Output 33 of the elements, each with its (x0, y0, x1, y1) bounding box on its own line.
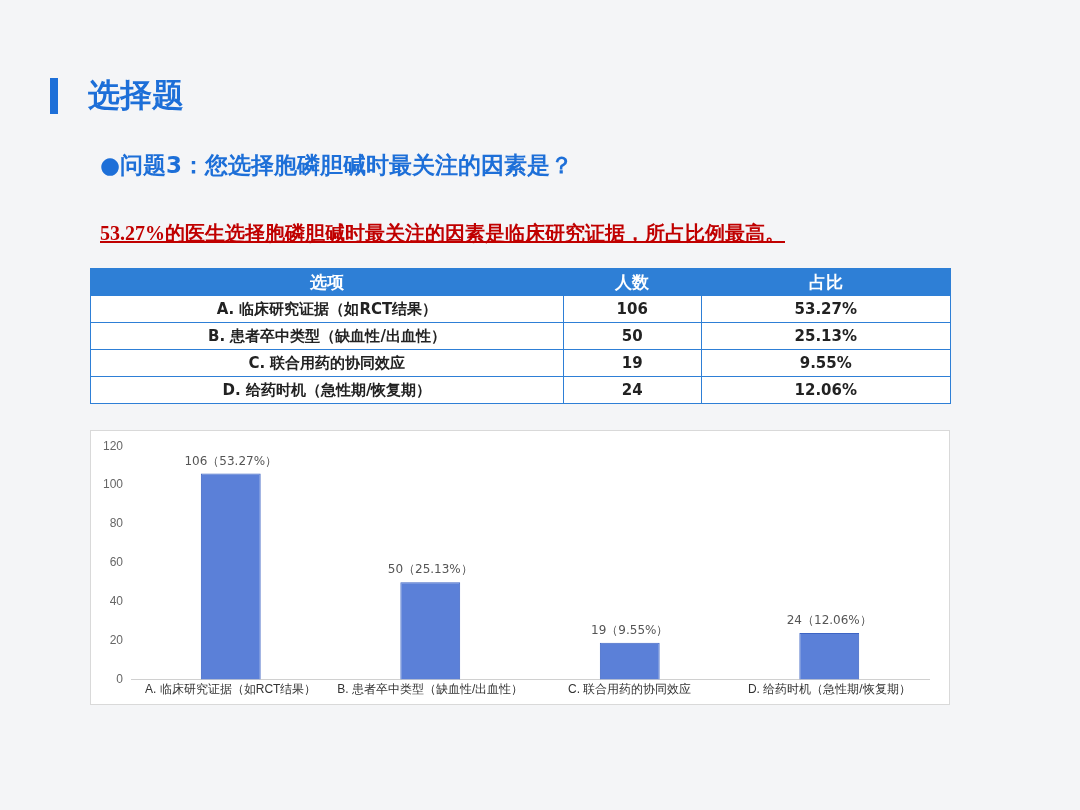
data-label: 50（25.13%） (387, 562, 473, 577)
y-tick-label: 120 (102, 438, 124, 453)
text: 选项 (90, 268, 564, 296)
data-label: 19（9.55%） (591, 622, 669, 637)
data-label: 24（12.06%） (786, 613, 872, 628)
y-tick-label: 40 (109, 594, 124, 609)
text: 53.27% (701, 295, 951, 323)
text: 24 (563, 376, 702, 404)
x-tick-label: C. 联合用药的协同效应 (568, 682, 692, 697)
text: 25.13% (701, 322, 951, 350)
y-tick-label: 0 (116, 671, 124, 686)
chart-title: 选择题 (88, 75, 184, 116)
x-tick-label: B. 患者卒中类型（缺血性/出血性） (337, 682, 524, 697)
x-tick-label: A. 临床研究证据（如RCT结果） (145, 682, 317, 697)
text: 12.06% (701, 376, 951, 404)
category-label: A. 临床研究证据（如RCT结果） (216, 299, 438, 318)
x-tick-label: D. 给药时机（急性期/恢复期） (747, 682, 911, 697)
category-label: D. 给药时机（急性期/恢复期） (222, 380, 432, 399)
text: 占比 (701, 268, 951, 296)
y-tick-label: 100 (102, 477, 124, 492)
text: 50 (563, 322, 702, 350)
text: 9.55% (701, 349, 951, 377)
y-tick-label: 80 (109, 516, 124, 531)
chart-subtitle: ●问题3：您选择胞磷胆碱时最关注的因素是？ (100, 151, 574, 180)
y-tick-label: 20 (109, 633, 124, 648)
text: 19 (563, 349, 702, 377)
text: 53.27%的医生选择胞磷胆碱时最关注的因素是临床研究证据，所占比例最高。 (100, 221, 785, 246)
category-label: C. 联合用药的协同效应 (248, 353, 406, 372)
category-label: B. 患者卒中类型（缺血性/出血性） (208, 326, 446, 345)
text: 人数 (563, 268, 702, 296)
text: 106 (563, 295, 702, 323)
data-label: 106（53.27%） (184, 453, 278, 468)
y-tick-label: 60 (109, 555, 124, 570)
